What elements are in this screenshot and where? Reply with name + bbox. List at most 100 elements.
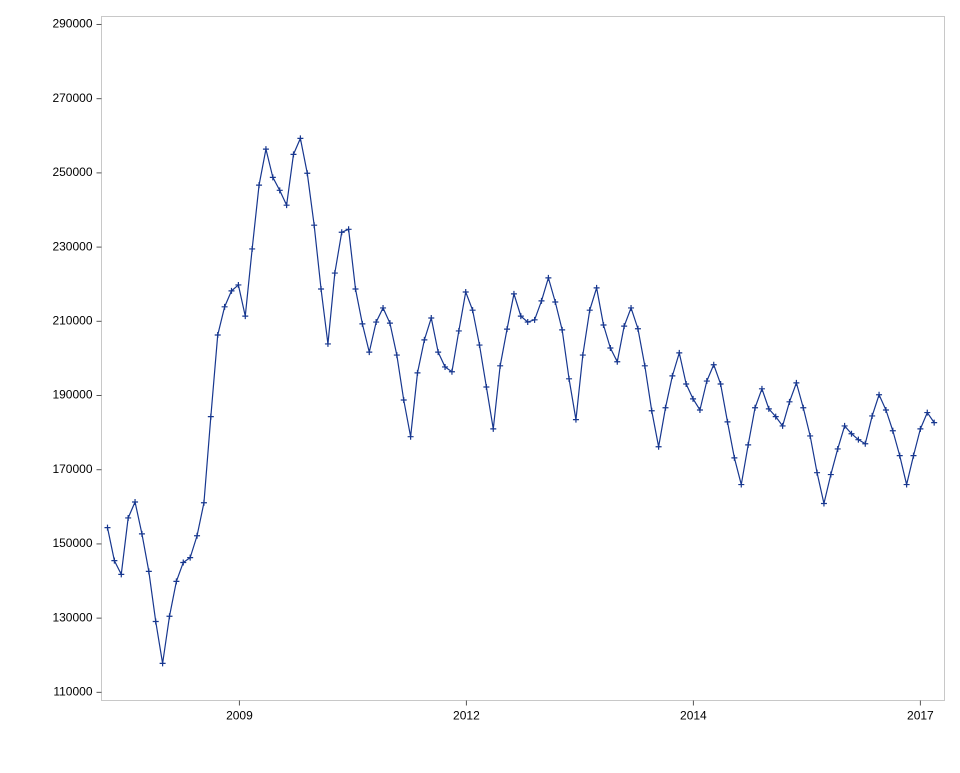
data-point: [380, 304, 387, 311]
data-point: [545, 274, 552, 281]
data-point: [256, 182, 263, 189]
data-point: [655, 443, 662, 450]
data-point: [228, 287, 235, 294]
data-point: [765, 405, 772, 412]
data-point: [497, 362, 504, 369]
data-point: [607, 345, 614, 352]
data-point: [297, 135, 304, 142]
data-point: [876, 391, 883, 398]
data-point: [359, 320, 366, 327]
data-point: [324, 340, 331, 347]
data-point: [690, 395, 697, 402]
data-point: [104, 524, 111, 531]
data-point: [862, 440, 869, 447]
x-tick-label: 2014: [680, 709, 707, 723]
data-point: [490, 425, 497, 432]
y-tick-label: 130000: [52, 610, 92, 624]
plot-frame: [101, 16, 945, 701]
data-point: [235, 281, 242, 288]
data-point: [187, 554, 194, 561]
data-point: [331, 270, 338, 277]
x-tick-label: 2009: [226, 709, 253, 723]
data-point: [407, 433, 414, 440]
data-point: [648, 407, 655, 414]
data-point: [455, 327, 462, 334]
data-point: [366, 349, 373, 356]
data-point: [614, 358, 621, 365]
data-point: [641, 362, 648, 369]
data-point: [483, 383, 490, 390]
data-point: [338, 229, 345, 236]
x-tick-label: 2017: [907, 709, 934, 723]
data-point: [869, 412, 876, 419]
data-point: [786, 398, 793, 405]
data-point: [731, 454, 738, 461]
data-point: [848, 430, 855, 437]
data-point: [924, 409, 931, 416]
data-point: [311, 222, 318, 229]
data-point: [779, 422, 786, 429]
data-point: [738, 481, 745, 488]
data-point: [118, 571, 125, 578]
data-point: [669, 372, 676, 379]
data-point: [262, 146, 269, 153]
data-point: [600, 322, 607, 329]
data-point: [628, 304, 635, 311]
data-point: [531, 316, 538, 323]
data-point: [524, 319, 531, 326]
data-point: [159, 660, 166, 667]
data-point: [634, 325, 641, 332]
data-point: [586, 307, 593, 314]
data-point: [276, 187, 283, 194]
data-point: [200, 499, 207, 506]
data-point: [373, 319, 380, 326]
data-point: [510, 290, 517, 297]
data-point: [304, 170, 311, 177]
y-tick-label: 210000: [52, 313, 92, 327]
data-point: [242, 313, 249, 320]
y-tick-label: 290000: [52, 17, 92, 31]
y-tick-label: 230000: [52, 239, 92, 253]
y-tick-label: 190000: [52, 388, 92, 402]
data-point: [717, 381, 724, 388]
y-tick-label: 270000: [52, 91, 92, 105]
data-point: [710, 361, 717, 368]
data-point: [621, 323, 628, 330]
data-point: [145, 568, 152, 575]
data-point: [593, 284, 600, 291]
data-point: [772, 413, 779, 420]
data-point: [428, 314, 435, 321]
data-point: [889, 427, 896, 434]
data-point: [132, 498, 139, 505]
data-point: [214, 332, 221, 339]
data-point: [421, 336, 428, 343]
data-point: [345, 226, 352, 233]
y-tick-label: 110000: [53, 685, 92, 699]
y-tick-label: 170000: [52, 462, 92, 476]
data-point: [676, 349, 683, 356]
data-point: [793, 379, 800, 386]
data-point: [758, 385, 765, 392]
data-point: [469, 307, 476, 314]
data-point: [566, 375, 573, 382]
data-point: [683, 381, 690, 388]
data-point: [442, 363, 449, 370]
data-point: [820, 500, 827, 507]
data-point: [827, 471, 834, 478]
data-point: [318, 286, 325, 293]
data-point: [476, 342, 483, 349]
data-point: [448, 368, 455, 375]
data-point: [572, 416, 579, 423]
data-point: [138, 530, 145, 537]
data-point: [352, 286, 359, 293]
data-point: [552, 299, 559, 306]
data-point: [194, 532, 201, 539]
data-point: [800, 404, 807, 411]
data-point: [166, 613, 173, 620]
data-point: [841, 422, 848, 429]
y-tick-label: 250000: [52, 165, 92, 179]
data-point: [221, 303, 228, 310]
data-point: [462, 288, 469, 295]
